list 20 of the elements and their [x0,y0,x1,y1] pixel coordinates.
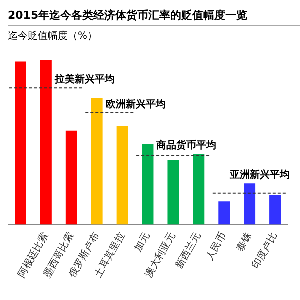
bar [40,60,52,225]
bar [116,126,128,225]
bar [193,154,205,225]
bar [270,195,281,225]
x-tick-label: 人民币 [204,230,230,262]
y-axis-title: 迄今贬值幅度（%） [8,30,99,43]
bar [15,62,26,225]
ref-line-label: 亚洲新兴平均 [229,169,290,182]
ref-line-label: 欧洲新兴平均 [106,98,166,110]
bar [244,184,256,225]
x-tick-label: 加元 [132,230,153,254]
bar [66,130,78,225]
bar [168,160,180,225]
ref-line-label: 拉美新兴平均 [54,74,115,86]
x-tick-label: 泰铢 [234,230,255,254]
bar [91,98,103,225]
chart-title: 2015年迄今各类经济体货币汇率的贬值幅度一览 [8,8,300,26]
bar [142,144,154,225]
ref-line-label: 商品货币平均 [156,140,217,152]
bar [218,202,230,225]
